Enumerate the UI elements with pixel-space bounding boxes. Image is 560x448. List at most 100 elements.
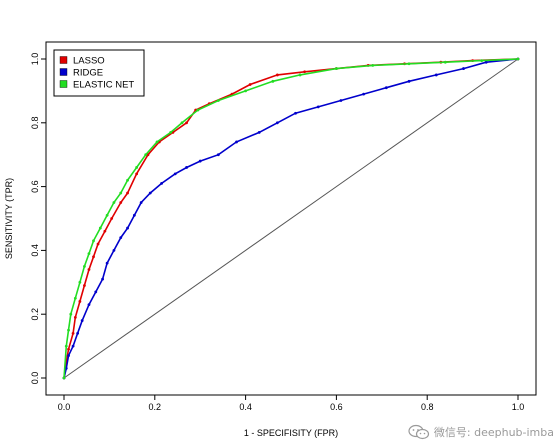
data-point bbox=[484, 60, 488, 64]
data-point bbox=[148, 191, 152, 195]
data-point bbox=[339, 99, 343, 102]
data-point bbox=[119, 191, 123, 195]
data-point bbox=[73, 296, 77, 300]
data-point bbox=[98, 226, 102, 230]
data-point bbox=[180, 121, 184, 125]
x-tick-label: 0.8 bbox=[421, 402, 434, 412]
data-point bbox=[198, 159, 202, 163]
data-point bbox=[67, 328, 70, 332]
data-point bbox=[443, 60, 447, 64]
data-point bbox=[298, 73, 302, 77]
watermark: 微信号: deephub-imba bbox=[408, 424, 554, 440]
data-point bbox=[76, 331, 80, 335]
x-tick-label: 0.4 bbox=[239, 402, 252, 412]
x-tick-label: 0.2 bbox=[149, 402, 162, 412]
legend-swatch bbox=[59, 56, 68, 64]
x-axis-label: 1 - SPECIFISITY (FPR) bbox=[244, 428, 338, 438]
series-line bbox=[63, 58, 519, 379]
y-tick-label: 0.0 bbox=[30, 372, 40, 385]
data-point bbox=[83, 264, 86, 268]
y-tick-label: 1.0 bbox=[30, 53, 40, 66]
data-point bbox=[371, 63, 375, 67]
data-point bbox=[132, 213, 136, 217]
data-point bbox=[94, 290, 98, 294]
data-point bbox=[135, 166, 139, 169]
data-point bbox=[434, 73, 438, 77]
data-point bbox=[126, 178, 129, 182]
data-point bbox=[196, 108, 200, 112]
data-point bbox=[235, 140, 238, 144]
y-tick-label: 0.6 bbox=[30, 180, 40, 193]
data-point bbox=[271, 79, 275, 83]
data-point bbox=[480, 59, 484, 62]
data-point bbox=[216, 153, 220, 157]
data-point bbox=[119, 236, 123, 240]
y-tick-label: 0.8 bbox=[30, 117, 40, 130]
y-axis-label: SENSITIVITY (TPR) bbox=[4, 178, 14, 259]
data-point bbox=[516, 57, 520, 61]
data-point bbox=[362, 92, 366, 96]
data-point bbox=[407, 79, 411, 83]
wechat-icon bbox=[408, 424, 430, 440]
data-point bbox=[83, 284, 86, 287]
data-point bbox=[139, 201, 143, 204]
data-point bbox=[87, 268, 91, 271]
data-point bbox=[126, 191, 129, 195]
data-point bbox=[112, 201, 116, 204]
data-point bbox=[335, 67, 338, 70]
data-point bbox=[87, 252, 91, 255]
plot-frame bbox=[45, 41, 537, 396]
data-point bbox=[87, 303, 91, 307]
data-point bbox=[160, 182, 164, 185]
data-point bbox=[119, 201, 123, 204]
data-point bbox=[67, 347, 70, 351]
data-point bbox=[71, 331, 75, 335]
data-point bbox=[275, 73, 279, 77]
data-point bbox=[80, 319, 84, 322]
data-point bbox=[407, 62, 411, 66]
data-point bbox=[135, 172, 139, 176]
data-point bbox=[105, 213, 109, 217]
legend-box bbox=[53, 49, 145, 97]
data-point bbox=[103, 229, 107, 233]
data-point bbox=[169, 130, 173, 134]
series-elastic-net bbox=[62, 57, 520, 380]
data-point bbox=[69, 312, 73, 316]
data-point bbox=[78, 280, 82, 284]
x-tick-label: 0.6 bbox=[330, 402, 343, 412]
data-point bbox=[92, 239, 95, 243]
data-point bbox=[101, 277, 104, 281]
data-point bbox=[185, 166, 188, 169]
data-point bbox=[78, 300, 82, 303]
data-point bbox=[216, 99, 220, 102]
legend-entry: LASSO bbox=[73, 56, 105, 67]
data-point bbox=[110, 217, 114, 220]
data-point bbox=[105, 261, 109, 265]
data-point bbox=[185, 121, 188, 125]
series-line bbox=[63, 58, 519, 379]
data-point bbox=[92, 255, 95, 259]
data-point bbox=[173, 172, 177, 176]
y-tick-label: 0.4 bbox=[30, 244, 40, 257]
data-point bbox=[303, 70, 307, 74]
data-point bbox=[257, 130, 261, 134]
data-point bbox=[112, 249, 116, 252]
data-point bbox=[67, 354, 70, 358]
data-point bbox=[96, 242, 100, 246]
data-point bbox=[316, 105, 320, 109]
series-layer bbox=[62, 57, 520, 380]
data-point bbox=[126, 226, 129, 230]
data-point bbox=[248, 83, 252, 86]
legend-swatch bbox=[59, 80, 68, 88]
data-point bbox=[64, 367, 68, 370]
diagonal-reference-line bbox=[63, 58, 519, 379]
data-point bbox=[62, 376, 66, 380]
data-point bbox=[71, 344, 75, 348]
data-point bbox=[275, 121, 279, 125]
data-point bbox=[64, 344, 68, 348]
data-point bbox=[73, 315, 77, 319]
legend-entry: ELASTIC NET bbox=[73, 80, 134, 91]
data-point bbox=[462, 67, 465, 70]
